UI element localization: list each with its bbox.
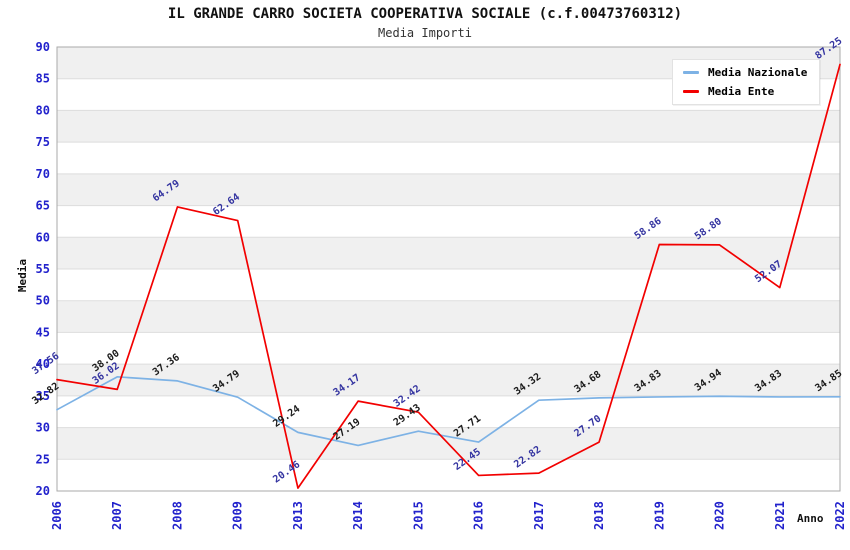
chart-legend: Media Nazionale Media Ente <box>672 59 821 105</box>
series-line-media-nazionale <box>56 375 841 447</box>
x-tick-label: 2006 <box>50 501 64 530</box>
y-tick-label: 85 <box>36 72 50 86</box>
series-line-media-ente <box>56 63 841 489</box>
x-tick-label: 2020 <box>713 501 727 530</box>
y-tick-label: 55 <box>36 262 50 276</box>
x-tick-label: 2019 <box>652 501 666 530</box>
plot-band <box>57 269 840 301</box>
plot-band <box>57 110 840 143</box>
legend-label: Media Ente <box>708 85 775 98</box>
plot-band <box>57 237 840 269</box>
x-tick-label: 2018 <box>592 501 606 530</box>
x-tick-label: 2009 <box>231 501 245 530</box>
plot-band <box>57 173 840 206</box>
y-tick-label: 80 <box>36 103 50 117</box>
plot-band <box>57 300 840 333</box>
x-axis-title: Anno <box>797 512 824 525</box>
x-tick-label: 2008 <box>170 501 184 530</box>
line-swatch-icon <box>683 90 699 93</box>
y-tick-label: 75 <box>36 135 50 149</box>
plot-band <box>57 395 840 428</box>
y-tick-label: 35 <box>36 389 50 403</box>
plot-band <box>57 459 840 491</box>
x-tick-label: 2015 <box>411 501 425 530</box>
y-tick-label: 70 <box>36 167 50 181</box>
y-axis-title: Media <box>16 258 30 293</box>
y-tick-label: 30 <box>36 421 50 435</box>
y-tick-label: 40 <box>36 357 50 371</box>
x-tick-label: 2014 <box>351 501 365 530</box>
legend-label: Media Nazionale <box>708 66 808 79</box>
plot-border <box>56 46 841 492</box>
y-tick-label: 25 <box>36 452 50 466</box>
x-tick-label: 2013 <box>291 501 305 530</box>
legend-item-media-nazionale: Media Nazionale <box>683 66 807 79</box>
x-tick-label: 2022 <box>833 501 847 530</box>
y-tick-label: 45 <box>36 325 50 339</box>
x-tick-label: 2007 <box>110 501 124 530</box>
plot-band <box>57 332 840 365</box>
page-subtitle: Media Importi <box>378 26 472 40</box>
plot-band <box>57 364 840 396</box>
y-tick-label: 65 <box>36 199 50 213</box>
y-tick-label: 20 <box>36 484 50 498</box>
legend-item-media-ente: Media Ente <box>683 85 807 98</box>
line-swatch-icon <box>683 71 699 74</box>
plot-band <box>57 142 840 174</box>
y-tick-label: 60 <box>36 230 50 244</box>
plot-band <box>57 205 840 238</box>
y-tick-label: 90 <box>36 40 50 54</box>
x-tick-label: 2016 <box>472 501 486 530</box>
x-tick-label: 2021 <box>773 501 787 530</box>
page-title: IL GRANDE CARRO SOCIETA COOPERATIVA SOCI… <box>167 6 683 22</box>
x-tick-label: 2017 <box>532 501 546 530</box>
y-tick-label: 50 <box>36 294 50 308</box>
